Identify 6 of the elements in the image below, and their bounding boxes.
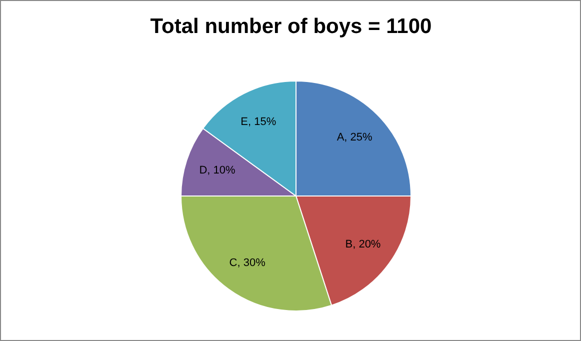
slice-label: D, 10% — [199, 164, 236, 176]
slice-label: C, 30% — [229, 256, 266, 269]
slice-label: E, 15% — [240, 116, 276, 128]
chart-title: Total number of boys = 1100 — [150, 15, 432, 38]
slice-label: B, 20% — [345, 238, 381, 251]
slice-label: A, 25% — [336, 131, 372, 144]
